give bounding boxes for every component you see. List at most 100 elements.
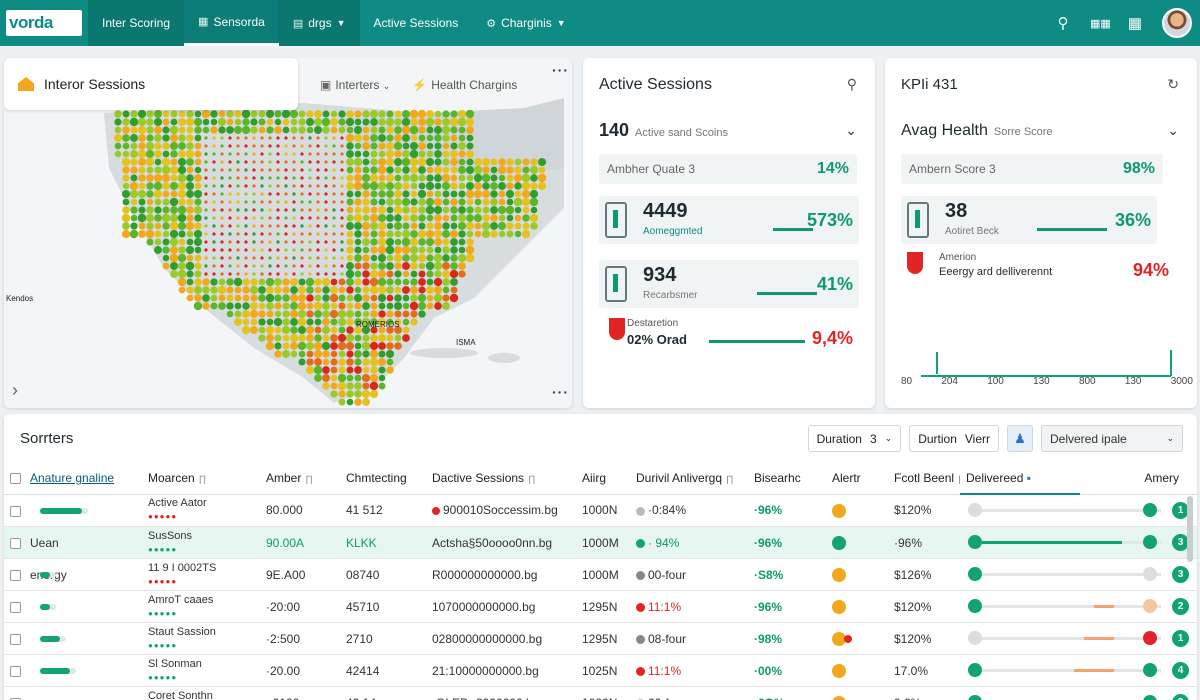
map-dot [202,278,210,286]
more-options-icon[interactable]: ··· [552,62,569,78]
slider-knob[interactable] [968,695,982,700]
col-header[interactable]: Delivereed ▪ [960,462,1080,495]
more-options-icon[interactable]: ··· [552,384,569,400]
col-header[interactable]: Bisearhc [748,462,826,495]
table-row[interactable]: Active Aator ●●●●● 80.000 41 512 900010Socce… [4,494,1197,527]
map-dot [212,224,216,228]
col-header[interactable]: Amery [1080,462,1197,495]
chevron-down-icon[interactable]: ⌄ [845,122,857,138]
col-header[interactable]: Amber ∏ [260,462,340,495]
row-checkbox[interactable] [10,505,21,517]
col-header[interactable]: Durivil Anlivergq ∏ [630,462,748,495]
delivery-slider[interactable]: 1 [966,623,1197,654]
nav-item-drgs[interactable]: ▤ drgs ▼ [278,0,360,46]
map-dot [474,230,482,238]
table-row[interactable]: energy11 9 I 0002TS●●●●●9E.A0008740R0000… [4,558,1197,591]
table-row[interactable]: Staut Sassion ●●●●● ·2:500 2710 028000000000… [4,622,1197,655]
slider-knob[interactable] [968,663,982,677]
map-dot [308,192,312,196]
map-dot [354,126,362,134]
brand-logo[interactable]: vorda [6,10,82,36]
map-dot [204,184,208,188]
map-dot [394,262,402,270]
user-icon[interactable]: ♟ [1007,425,1033,452]
table-row[interactable]: Coret Sonthn●●●●●»010043 14·OLED· 200000… [4,686,1197,700]
avatar[interactable] [1162,8,1192,38]
table-row[interactable]: Uean SusSons ●●●●● 90.00A KLKK Actsha§50oooo0… [4,526,1197,559]
delivery-slider[interactable]: 2 [966,591,1197,622]
metric-card[interactable]: 934 Recarbsmer 41% [599,260,859,308]
filter-dropdown[interactable]: ▣ Interters ⌄ [320,78,391,92]
slider-knob[interactable] [1143,599,1157,613]
row-checkbox[interactable] [10,537,21,549]
map-dot [138,174,146,182]
delivery-slider[interactable]: 3 [966,527,1197,558]
map-dot [305,117,315,127]
map-dot [170,134,178,142]
col-header[interactable]: Moarcen ∏ [142,462,260,495]
metric-card[interactable]: 38 Aotiret Beck 36% [901,196,1157,244]
chevron-right-icon[interactable]: › [12,380,18,400]
col-header[interactable]: Chmtecting [340,462,426,495]
chevron-down-icon[interactable]: ⌄ [1167,122,1179,138]
slider-knob[interactable] [968,631,982,645]
row-checkbox[interactable] [10,697,21,700]
table-row[interactable]: Sl Sonman ●●●●● ·20.00 42414 21:10000000000.… [4,654,1197,687]
slider-knob[interactable] [1143,695,1157,700]
sessions-map[interactable] [4,58,572,408]
delivery-slider[interactable]: 3 [966,687,1197,700]
slider-knob[interactable] [1143,535,1157,549]
slider-knob[interactable] [968,503,982,517]
col-header[interactable]: Aiirg [576,462,630,495]
slider-knob[interactable] [968,535,982,549]
col-header[interactable]: Fcotl Beenl∏ [888,462,960,495]
slider-knob[interactable] [968,599,982,613]
delivery-slider[interactable]: 4 [966,655,1197,686]
slider-knob[interactable] [1143,503,1157,517]
row-fcotl: $120% [894,599,932,614]
nav-item-active-sessions[interactable]: Active Sessions [373,16,459,30]
row-checkbox[interactable] [10,601,21,613]
calendar-icon[interactable]: ▦ [1127,15,1143,32]
top-actions: ⚲ ▦▦ ▦ [1054,0,1192,46]
search-icon[interactable]: ⚲ [846,76,857,92]
slider-knob[interactable] [1143,567,1157,581]
map-dot [362,110,370,118]
alert-card[interactable]: Amerion Eeergy ard delliverennt 94% [901,248,1171,296]
map-dot [505,205,515,215]
slider-knob[interactable] [968,567,982,581]
delivered-select[interactable]: Delvered ipale ⌄ [1041,425,1183,452]
select-all-checkbox[interactable] [10,473,21,485]
slider-knob[interactable] [1143,663,1157,677]
nav-item-charginis[interactable]: ⚙ Charginis ▼ [486,16,566,30]
home-icon[interactable] [18,77,34,91]
slider-knob[interactable] [1143,631,1157,645]
row-durivil: 00-four [648,696,686,700]
delivery-slider[interactable]: 1 [966,495,1197,526]
col-header[interactable]: Dactive Sessions ∏ [426,462,576,495]
map-dot [249,285,259,295]
duration-select[interactable]: Duration 3 ⌄ [807,425,902,452]
nav-item-inter-scoring[interactable]: Inter Scoring [88,0,185,46]
map-dot [130,206,138,214]
row-checkbox[interactable] [10,665,21,677]
col-header[interactable]: Anature gnaline [24,462,142,495]
row-checkbox[interactable] [10,569,21,581]
metric-card[interactable]: 4449 Aomeggmted 573% [599,196,859,244]
metric-card[interactable]: Destaretion 02% Orad 9,4% [599,314,859,362]
row-checkbox[interactable] [10,633,21,645]
durtion-view-group[interactable]: Durtion Vierr [909,425,999,452]
nav-item-sensorda[interactable]: ▦ Sensorda [184,0,279,46]
health-chargins-button[interactable]: ⚡ Health Chargins [412,78,518,92]
map-dot [234,302,242,310]
table-scrollbar[interactable] [1187,496,1193,562]
map-dot [474,222,482,230]
table-row[interactable]: AmroT caaes ●●●●● ·20:00 45710 1070000000000… [4,590,1197,623]
col-header[interactable]: Alertr [826,462,888,495]
map-dot [146,206,154,214]
delivery-slider[interactable]: 3 [966,559,1197,590]
refresh-icon[interactable]: ↻ [1167,76,1179,92]
search-icon[interactable]: ⚲ [1057,15,1069,32]
map-dot [377,357,387,367]
grid-icon[interactable]: ▦▦ [1090,17,1111,30]
